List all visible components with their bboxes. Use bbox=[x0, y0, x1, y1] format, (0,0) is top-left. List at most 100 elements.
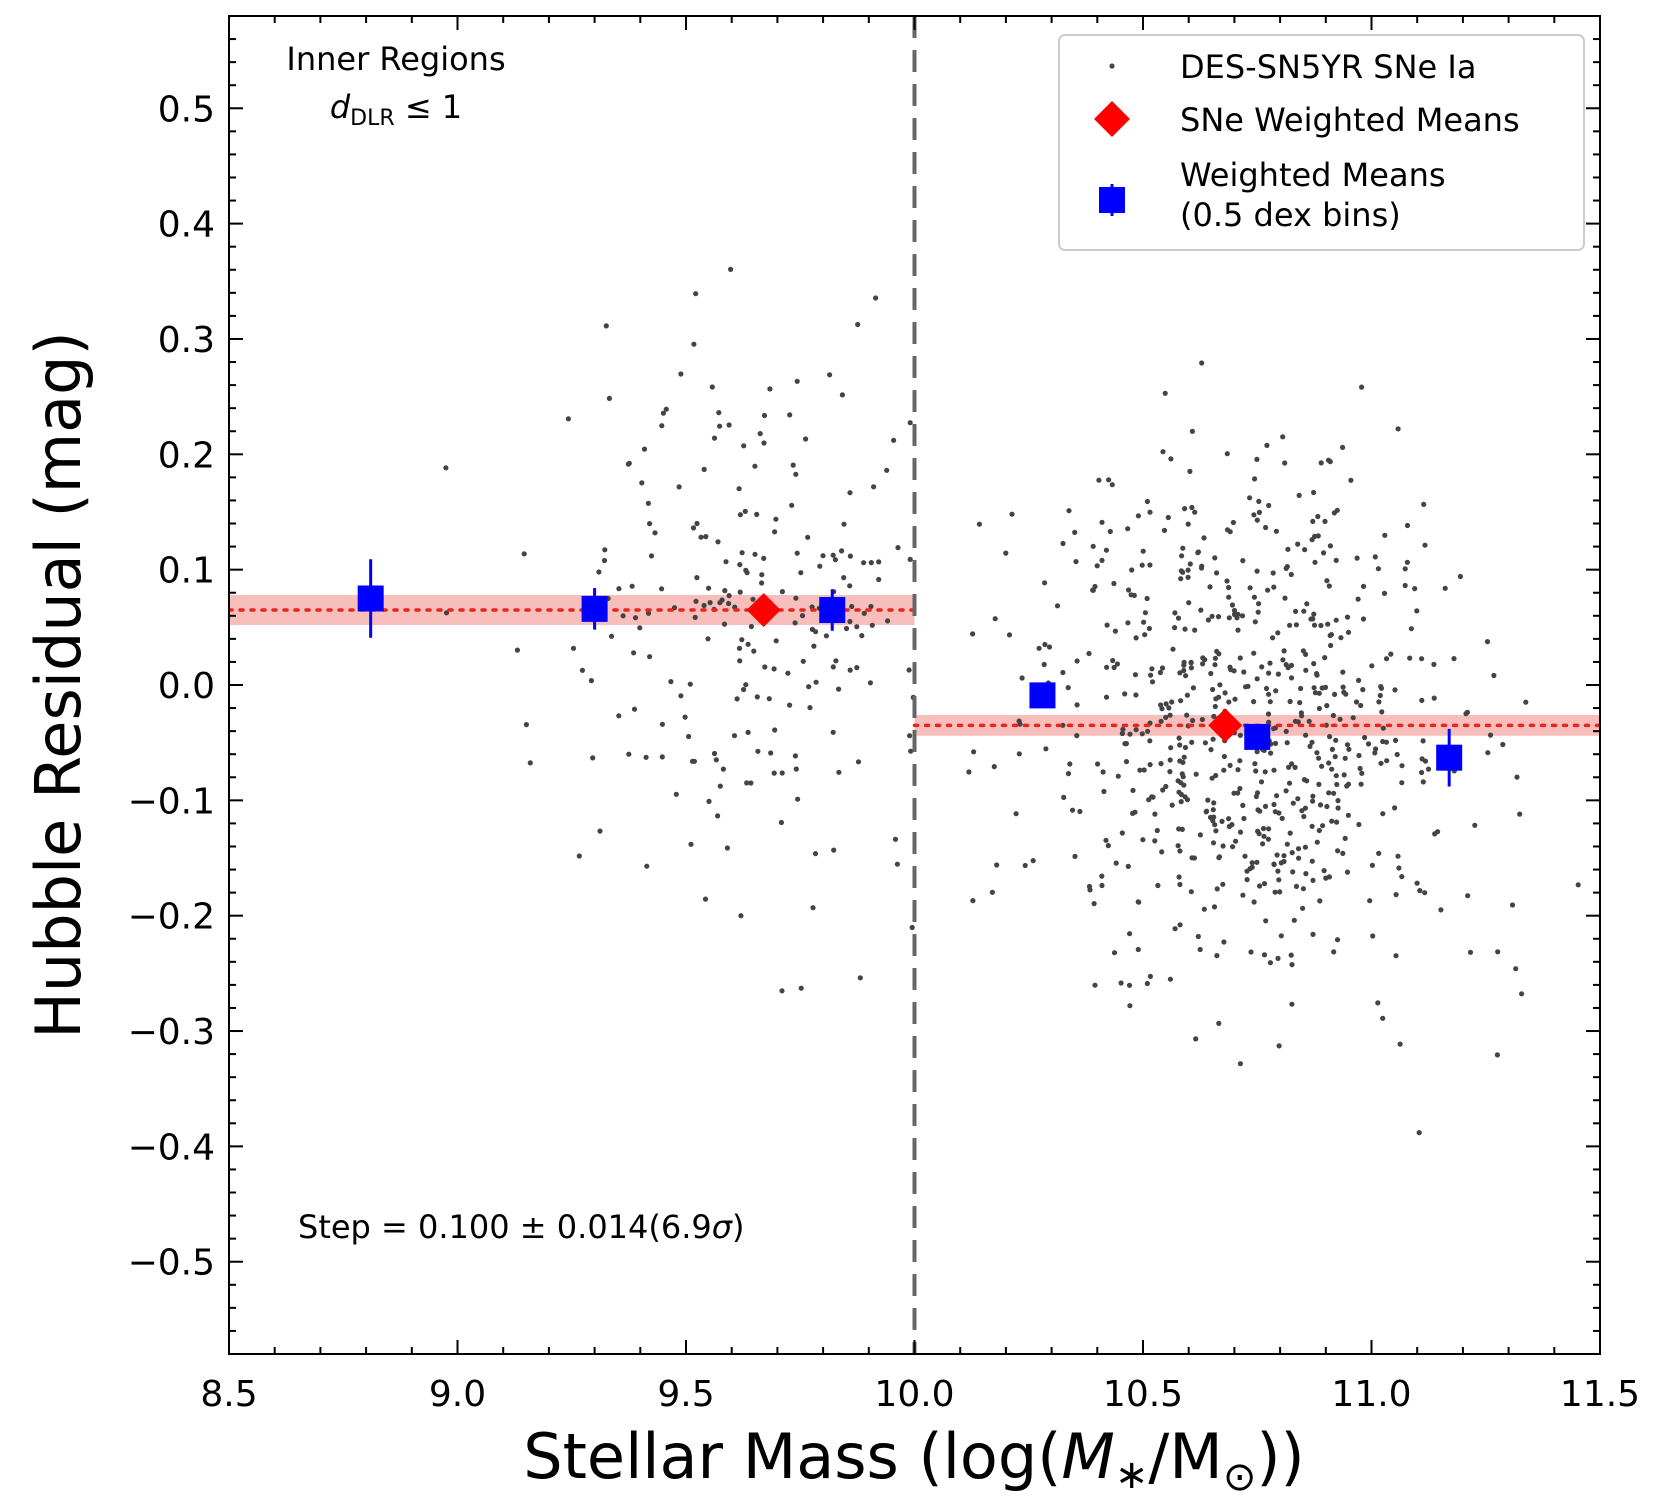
scatter-point bbox=[1348, 477, 1354, 483]
scatter-point bbox=[1160, 449, 1166, 455]
scatter-point bbox=[678, 371, 684, 377]
scatter-point bbox=[1162, 390, 1168, 396]
scatter-point bbox=[1298, 685, 1304, 692]
scatter-point bbox=[1211, 713, 1217, 720]
scatter-point bbox=[1309, 739, 1315, 745]
scatter-point bbox=[1333, 557, 1339, 564]
scatter-point bbox=[1513, 966, 1519, 972]
scatter-point bbox=[1177, 670, 1183, 676]
scatter-point bbox=[741, 686, 747, 693]
scatter-point bbox=[1332, 754, 1338, 760]
scatter-point bbox=[1392, 737, 1399, 744]
scatter-point bbox=[1381, 590, 1388, 597]
scatter-point bbox=[1369, 663, 1375, 669]
scatter-point bbox=[861, 560, 867, 566]
scatter-point bbox=[1201, 906, 1207, 912]
scatter-point bbox=[1422, 542, 1428, 548]
scatter-point bbox=[803, 436, 809, 442]
scatter-point bbox=[1220, 881, 1226, 887]
legend-label-square: Weighted Means bbox=[1180, 156, 1446, 194]
scatter-point bbox=[1212, 662, 1218, 668]
scatter-point bbox=[771, 770, 777, 776]
scatter-point bbox=[659, 423, 665, 429]
scatter-point bbox=[1326, 760, 1332, 766]
scatter-point bbox=[1297, 700, 1303, 706]
scatter-point bbox=[762, 664, 768, 670]
scatter-point bbox=[691, 758, 698, 764]
scatter-point bbox=[1210, 840, 1217, 846]
scatter-point bbox=[1261, 952, 1268, 958]
scatter-point bbox=[1147, 509, 1153, 515]
scatter-point bbox=[1392, 805, 1398, 811]
scatter-point bbox=[795, 796, 801, 802]
scatter-point bbox=[579, 667, 586, 673]
binned-means bbox=[357, 559, 1463, 787]
x-tick-label: 9.0 bbox=[429, 1374, 486, 1415]
scatter-point bbox=[1216, 1020, 1222, 1026]
scatter-point bbox=[800, 658, 806, 664]
scatter-point bbox=[1263, 524, 1269, 531]
scatter-point bbox=[1111, 580, 1117, 587]
scatter-point bbox=[1086, 650, 1092, 657]
scatter-point bbox=[876, 559, 882, 565]
scatter-point bbox=[1356, 752, 1362, 759]
scatter-point bbox=[1307, 743, 1313, 750]
scatter-point bbox=[1147, 973, 1153, 980]
scatter-point bbox=[616, 586, 622, 592]
scatter-point bbox=[1130, 810, 1136, 817]
scatter-point bbox=[1399, 780, 1405, 786]
scatter-point bbox=[1342, 755, 1348, 761]
scatter-point bbox=[1193, 1036, 1199, 1042]
scatter-point bbox=[632, 615, 639, 621]
scatter-point bbox=[989, 889, 996, 895]
scatter-point bbox=[1332, 691, 1338, 698]
scatter-point bbox=[868, 603, 874, 610]
scatter-point bbox=[1178, 698, 1184, 704]
scatter-point bbox=[1266, 670, 1272, 676]
scatter-point bbox=[1226, 594, 1232, 600]
scatter-point bbox=[1110, 657, 1116, 664]
scatter-point bbox=[1061, 794, 1067, 801]
scatter-point bbox=[1235, 767, 1241, 773]
scatter-point bbox=[1163, 783, 1169, 790]
scatter-point bbox=[1289, 761, 1295, 767]
scatter-point bbox=[1208, 670, 1214, 677]
scatter-point bbox=[779, 770, 785, 776]
scatter-point bbox=[1344, 614, 1351, 620]
scatter-point bbox=[1375, 566, 1381, 572]
x-tick-label: 8.5 bbox=[200, 1374, 257, 1415]
scatter-point bbox=[771, 666, 777, 672]
scatter-point bbox=[1013, 811, 1019, 817]
scatter-point bbox=[1255, 609, 1261, 615]
scatter-point bbox=[790, 462, 796, 468]
scatter-point bbox=[1252, 476, 1258, 482]
scatter-point bbox=[1300, 648, 1306, 654]
scatter-point bbox=[1074, 658, 1080, 664]
scatter-point bbox=[820, 553, 826, 559]
scatter-point bbox=[1376, 850, 1382, 857]
scatter-point bbox=[1279, 815, 1285, 822]
scatter-point bbox=[1176, 874, 1182, 880]
y-tick-label: −0.5 bbox=[128, 1243, 215, 1284]
scatter-point bbox=[1265, 587, 1271, 593]
scatter-point bbox=[1281, 858, 1287, 865]
scatter-point bbox=[1265, 836, 1271, 842]
scatter-point bbox=[1214, 886, 1220, 892]
scatter-point bbox=[629, 583, 635, 589]
scatter-point bbox=[1397, 1041, 1403, 1047]
scatter-point bbox=[726, 422, 732, 428]
scatter-point bbox=[1260, 825, 1267, 832]
scatter-point bbox=[1303, 732, 1309, 738]
scatter-point bbox=[1072, 529, 1078, 536]
scatter-point bbox=[1393, 892, 1399, 898]
scatter-point bbox=[1169, 802, 1175, 808]
scatter-point bbox=[596, 569, 602, 575]
scatter-point bbox=[1212, 822, 1218, 828]
scatter-point bbox=[1302, 547, 1308, 553]
scatter-point bbox=[1278, 933, 1284, 939]
scatter-point bbox=[1412, 586, 1418, 592]
y-tick-label: 0.1 bbox=[158, 551, 215, 592]
scatter-point bbox=[1214, 953, 1220, 959]
scatter-point bbox=[779, 988, 785, 994]
scatter-point bbox=[1421, 501, 1427, 507]
